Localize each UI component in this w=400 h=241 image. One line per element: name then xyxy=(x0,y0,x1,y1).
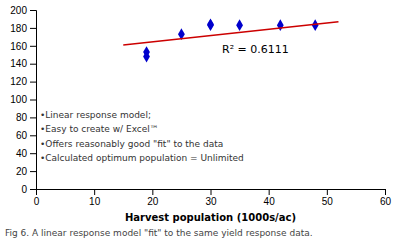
y-tick-mark xyxy=(30,10,36,11)
y-tick-label: 40 xyxy=(16,148,28,159)
y-tick: 100 xyxy=(10,94,36,105)
y-tick-label: 80 xyxy=(16,112,28,123)
y-axis-line xyxy=(30,11,37,190)
x-axis-line xyxy=(37,190,386,196)
y-tick-mark xyxy=(30,28,36,29)
annotations: R² = 0.6111 •Linear response model; •Easy … xyxy=(40,43,289,163)
marks xyxy=(123,18,338,62)
point xyxy=(207,19,214,31)
point xyxy=(236,19,243,31)
plot: 0 10 20 30 40 50 60 0 20 40 60 80 100 120 140 160 180 200… xyxy=(10,5,391,207)
caption: Fig 6. A linear response model "fit" to … xyxy=(5,228,313,238)
y-tick: 180 xyxy=(10,23,36,34)
x-tick-label: 10 xyxy=(89,196,101,207)
y-tick: 120 xyxy=(10,76,36,87)
x-tick: 50 xyxy=(322,189,334,207)
chart: 0 10 20 30 40 50 60 0 20 40 60 80 100 120 140 160 180 200… xyxy=(0,0,400,241)
point xyxy=(312,19,319,31)
y-tick-label: 160 xyxy=(10,41,27,52)
x-tick: 20 xyxy=(147,189,159,207)
bullet-annotation: •Linear response model; xyxy=(40,110,151,120)
y-tick-mark xyxy=(30,189,36,190)
x-tick: 40 xyxy=(264,189,276,207)
y-tick-mark xyxy=(30,171,36,172)
x-tick: 60 xyxy=(380,189,392,207)
y-tick: 140 xyxy=(10,58,36,69)
point xyxy=(207,18,214,30)
y-tick-label: 20 xyxy=(16,166,28,177)
y-tick-mark xyxy=(30,117,36,118)
y-tick: 80 xyxy=(16,112,36,123)
x-tick: 30 xyxy=(205,189,217,207)
y-tick-label: 120 xyxy=(10,76,27,87)
y-tick-label: 200 xyxy=(10,5,27,16)
x-tick-label: 50 xyxy=(322,196,334,207)
bullet-annotation: •Easy to create w/ Excel™ xyxy=(40,124,159,134)
y-tick-label: 60 xyxy=(16,130,28,141)
y-tick-mark xyxy=(30,100,36,101)
y-tick-mark xyxy=(30,135,36,136)
bullet-annotation: •Offers reasonably good "fit" to the dat… xyxy=(40,139,223,149)
x-tick: 0 xyxy=(34,189,40,207)
x-tick-label: 30 xyxy=(205,196,217,207)
y-tick-label: 0 xyxy=(21,184,27,195)
y-tick: 0 xyxy=(21,184,36,195)
y-tick-label: 180 xyxy=(10,23,27,34)
point xyxy=(277,19,284,31)
trend-line xyxy=(123,22,338,45)
y-tick: 200 xyxy=(10,5,36,16)
point xyxy=(143,51,150,63)
x-axis-title: Harvest population (1000s/ac) xyxy=(125,212,296,223)
y-tick: 20 xyxy=(16,166,36,177)
y-tick: 60 xyxy=(16,130,36,141)
x-axis: 0 10 20 30 40 50 60 xyxy=(34,189,392,207)
r2-label: R² = 0.6111 xyxy=(222,43,289,56)
y-axis: 0 20 40 60 80 100 120 140 160 180 200 xyxy=(10,5,36,195)
y-tick: 40 xyxy=(16,148,36,159)
y-tick-mark xyxy=(30,153,36,154)
y-tick-mark xyxy=(30,46,36,47)
x-tick-label: 40 xyxy=(264,196,276,207)
x-tick-mark xyxy=(327,189,328,195)
x-tick: 10 xyxy=(89,189,101,207)
x-tick-mark xyxy=(211,189,212,195)
x-tick-label: 60 xyxy=(380,196,392,207)
x-tick-mark xyxy=(94,189,95,195)
y-tick-label: 100 xyxy=(10,94,27,105)
bullet-annotation: •Calculated optimum population = Unlimit… xyxy=(40,153,244,163)
y-tick-mark xyxy=(30,82,36,83)
x-tick-mark xyxy=(152,189,153,195)
x-tick-mark xyxy=(269,189,270,195)
y-tick: 160 xyxy=(10,41,36,52)
x-tick-label: 0 xyxy=(34,196,40,207)
y-tick-mark xyxy=(30,64,36,65)
x-tick-mark xyxy=(385,189,386,195)
y-tick-label: 140 xyxy=(10,58,27,69)
x-tick-label: 20 xyxy=(147,196,159,207)
